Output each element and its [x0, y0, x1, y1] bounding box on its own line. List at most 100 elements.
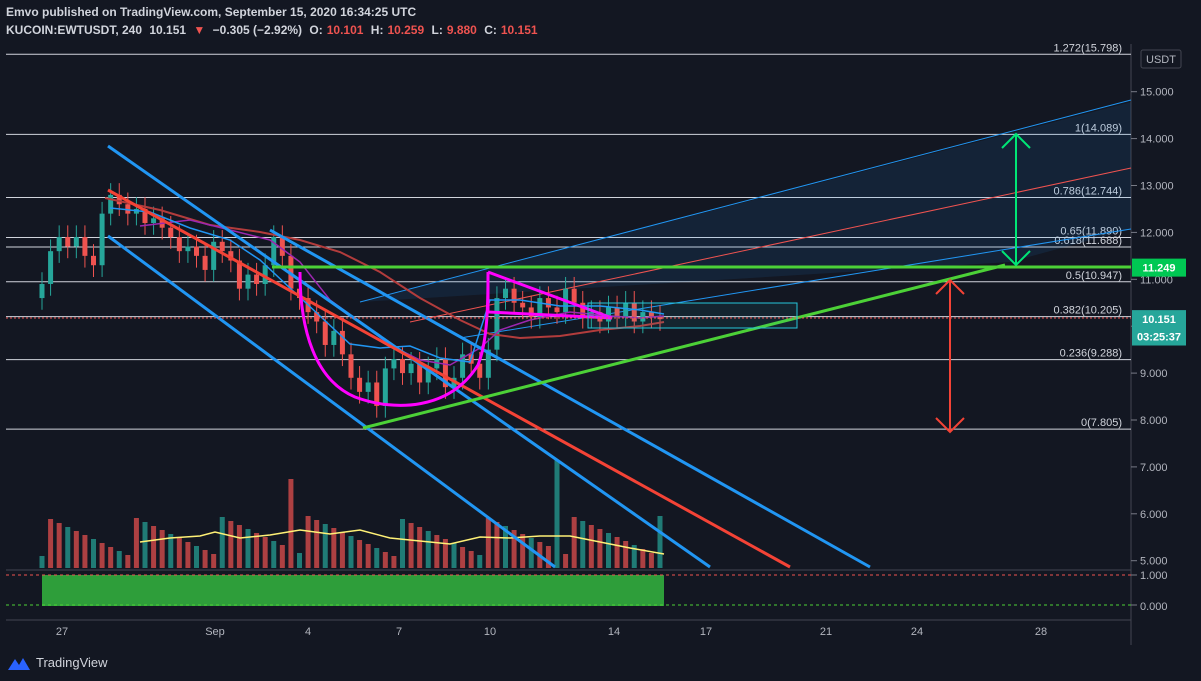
last-price: 10.151 [149, 23, 187, 37]
candle-body [511, 288, 517, 303]
volume-bar [56, 523, 62, 568]
fib-level-label: 0(7.805) [1081, 417, 1122, 429]
volume-bar [279, 545, 285, 568]
time-tick-label: 4 [305, 626, 311, 638]
candle-body [56, 237, 62, 252]
candle-body [314, 312, 320, 322]
volume-bar [133, 518, 139, 568]
volume-bar [434, 535, 440, 568]
volume-bar [73, 531, 79, 568]
volume-bar [657, 516, 663, 568]
time-tick-label: Sep [205, 626, 225, 638]
volume-bar [511, 530, 517, 568]
candle-body [245, 274, 251, 289]
volume-bar [271, 541, 277, 568]
tradingview-logo-icon [8, 657, 30, 670]
price-tick-label: 5.000 [1140, 556, 1168, 568]
volume-bar [168, 534, 174, 568]
candle-body [279, 237, 285, 256]
volume-bar [297, 553, 302, 568]
volume-bar [91, 539, 96, 568]
time-tick-label: 14 [608, 626, 620, 638]
channel-outer-line [269, 228, 871, 569]
volume-bar [408, 523, 414, 568]
brand[interactable]: TradingView [8, 655, 108, 670]
candle-body [262, 265, 268, 284]
candle-body [623, 302, 629, 317]
volume-bar [314, 520, 320, 568]
close-label: C: [484, 23, 497, 37]
volume-bar [159, 530, 165, 568]
price-axis[interactable]: 15.00014.00013.00012.00011.00010.0009.00… [1131, 87, 1174, 568]
candle-body [339, 330, 345, 355]
publish-text: Emvo published on TradingView.com, Septe… [6, 5, 417, 19]
high-label: H: [370, 23, 384, 37]
price-tick-label: 8.000 [1140, 415, 1168, 427]
time-tick-label: 28 [1035, 626, 1047, 638]
symbol-label[interactable]: KUCOIN:EWTUSDT, 240 [6, 23, 143, 37]
fib-level-label: 0.382(10.205) [1054, 305, 1123, 317]
volume-bar [254, 533, 260, 568]
time-tick-label: 7 [396, 626, 402, 638]
volume-bar [442, 539, 448, 568]
price-tick-label: 6.000 [1140, 509, 1168, 521]
candle-body [571, 288, 577, 303]
low-value: 9.880 [446, 23, 477, 37]
candle-body [434, 359, 440, 369]
volume-bar [245, 529, 251, 568]
candle-body [176, 237, 182, 252]
volume-bar [597, 529, 603, 568]
volume-bar [580, 521, 586, 568]
volume-bar [554, 460, 560, 568]
volume-bar [648, 553, 654, 568]
volume-bar [588, 525, 594, 568]
volume-bar [65, 527, 71, 568]
volume-ma-line [139, 529, 665, 555]
fib-level-label: 1(14.089) [1075, 122, 1122, 134]
time-tick-label: 21 [820, 626, 832, 638]
time-tick-label: 17 [700, 626, 712, 638]
candle-body [494, 298, 500, 350]
price-tick-label: 13.000 [1140, 181, 1174, 193]
candle-body [485, 349, 491, 378]
candle-body [211, 241, 217, 270]
volume-bar [631, 545, 637, 568]
volume-bars [39, 460, 663, 568]
volume-bar [494, 522, 500, 568]
candle-body [254, 274, 260, 284]
cup-pattern [298, 271, 490, 407]
volume-bar [99, 543, 105, 568]
time-tick-label: 27 [56, 626, 68, 638]
candle-body [39, 283, 45, 299]
time-axis[interactable]: 27 Sep 4 7 10 14 17 21 24 28 [56, 626, 1047, 638]
candle-body [108, 194, 114, 214]
target-down-arrow [935, 278, 965, 434]
price-tick-label: 7.000 [1140, 462, 1168, 474]
open-label: O: [309, 23, 323, 37]
price-tick-label: 12.000 [1140, 227, 1174, 239]
volume-bar [185, 542, 191, 568]
volume-bar [262, 537, 268, 568]
volume-bar [48, 519, 54, 568]
volume-bar [477, 555, 483, 568]
volume-bar [39, 556, 45, 568]
volume-bar [425, 531, 431, 568]
price-tag-label: 11.249 [1142, 263, 1175, 275]
candle-body [391, 359, 397, 369]
candle-body [554, 307, 560, 313]
candle-body [408, 363, 414, 374]
candle-body [142, 208, 148, 224]
candle-body [322, 321, 328, 345]
price-tag-label: 10.151 [1142, 314, 1176, 326]
candle-body [185, 246, 191, 252]
candle-body [442, 359, 448, 388]
volume-bar [623, 541, 629, 568]
candle-body [202, 255, 208, 270]
volume-bar [357, 540, 363, 568]
candle-body [365, 382, 371, 392]
candle-body [477, 363, 483, 378]
candle-body [640, 312, 646, 322]
currency-badge[interactable]: USDT [1140, 49, 1182, 69]
candle-body [116, 194, 122, 205]
